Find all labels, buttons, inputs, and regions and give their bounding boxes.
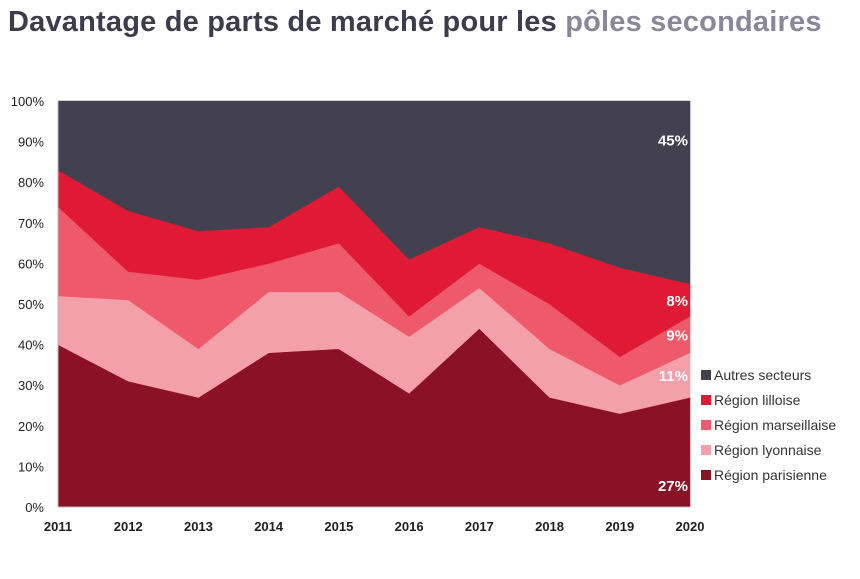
data-label-region-lyonnaise: 11% (659, 368, 688, 385)
legend-swatch (701, 420, 711, 430)
legend: Autres secteurs Région lilloise Région mar… (701, 367, 836, 483)
legend-item-region-marseillaise: Région marseillaise (701, 417, 836, 433)
x-tick-label: 2012 (114, 519, 143, 534)
y-tick-label: 30% (18, 378, 44, 393)
y-tick-label: 20% (18, 419, 44, 434)
legend-label: Région lilloise (714, 392, 801, 408)
chart-title-highlight: pôles secondaires (565, 6, 822, 38)
legend-swatch (701, 445, 711, 455)
axes: 0% 10% 20% 30% 40% 50% 60% 70% 80% 90% 100% 2011 201… (11, 94, 705, 534)
x-tick-label: 2019 (605, 519, 634, 534)
legend-item-autres-secteurs: Autres secteurs (701, 367, 811, 383)
x-tick-label: 2017 (465, 519, 494, 534)
legend-label: Région marseillaise (714, 417, 836, 433)
y-tick-label: 40% (18, 338, 44, 353)
legend-item-region-lilloise: Région lilloise (701, 392, 801, 408)
y-tick-label: 70% (18, 216, 44, 231)
y-tick-label: 100% (11, 94, 45, 109)
data-label-autres-secteurs: 45% (658, 132, 688, 149)
area-autres-secteurs (57, 100, 691, 285)
x-tick-label: 2018 (535, 519, 564, 534)
x-tick-label: 2020 (676, 519, 705, 534)
data-label-region-marseillaise: 9% (666, 327, 688, 344)
y-tick-label: 60% (18, 256, 44, 271)
x-tick-label: 2015 (324, 519, 353, 534)
data-labels: 45% 8% 9% 11% 27% (658, 132, 688, 495)
data-label-region-parisienne: 27% (658, 478, 688, 495)
legend-label: Autres secteurs (714, 367, 811, 383)
legend-label: Région lyonnaise (714, 442, 822, 458)
x-tick-label: 2011 (44, 519, 72, 534)
legend-swatch (701, 395, 711, 405)
chart-title-prefix: Davantage de parts de marché pour les (8, 6, 566, 38)
legend-label: Région parisienne (714, 467, 827, 483)
x-tick-label: 2014 (254, 519, 284, 534)
chart-title: Davantage de parts de marché pour les pô… (8, 6, 822, 39)
data-label-region-lilloise: 8% (666, 293, 688, 310)
y-tick-label: 90% (18, 135, 44, 150)
y-tick-label: 50% (18, 297, 44, 312)
legend-item-region-lyonnaise: Région lyonnaise (701, 442, 822, 458)
legend-swatch (701, 370, 711, 380)
legend-swatch (701, 470, 711, 480)
x-tick-label: 2013 (184, 519, 213, 534)
y-tick-label: 80% (18, 175, 44, 190)
y-tick-label: 10% (18, 459, 44, 474)
x-tick-label: 2016 (395, 519, 424, 534)
legend-item-region-parisienne: Région parisienne (701, 467, 827, 483)
area-layers (57, 100, 691, 508)
y-tick-label: 0% (25, 500, 44, 515)
